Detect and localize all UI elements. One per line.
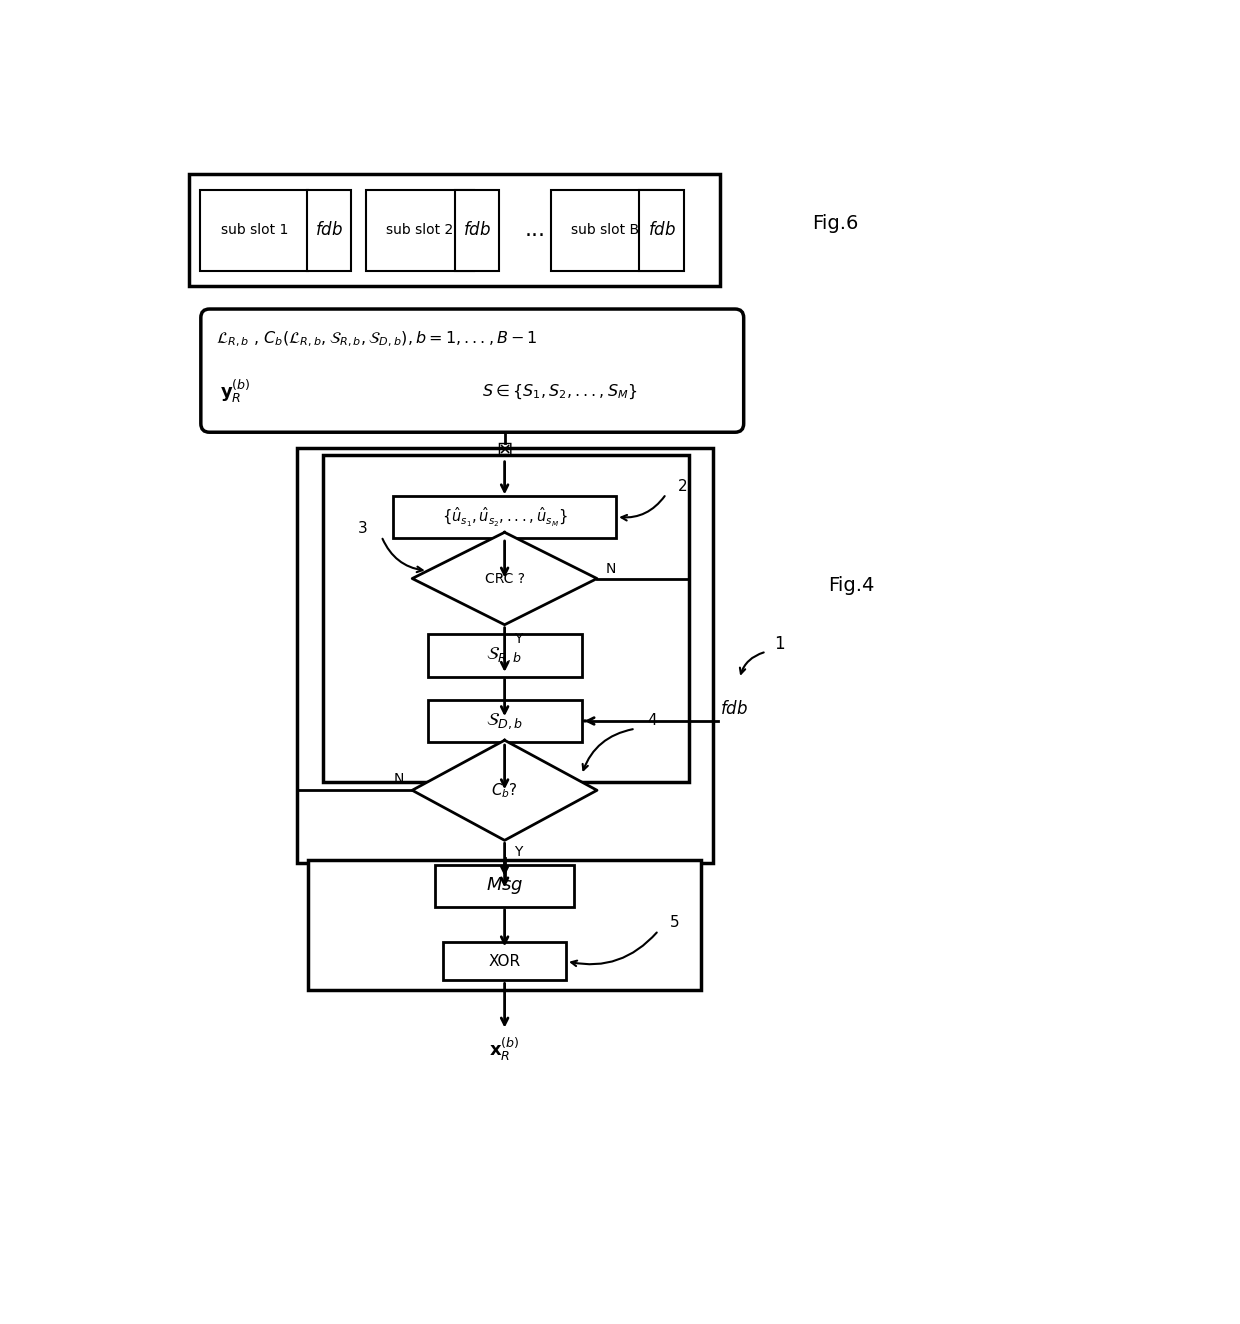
- Bar: [296, 448, 713, 863]
- Text: Fig.4: Fig.4: [828, 576, 874, 594]
- Bar: [309, 859, 701, 990]
- Text: sub slot 2: sub slot 2: [387, 224, 454, 237]
- Text: CRC ?: CRC ?: [485, 572, 525, 585]
- Bar: [393, 495, 616, 538]
- Bar: [640, 191, 684, 271]
- Text: $\mathcal{S}_{R,b}$: $\mathcal{S}_{R,b}$: [486, 646, 523, 666]
- Bar: [201, 191, 309, 271]
- Bar: [324, 455, 689, 782]
- Text: XOR: XOR: [489, 953, 521, 969]
- FancyBboxPatch shape: [201, 308, 744, 432]
- Text: $\boxtimes$: $\boxtimes$: [496, 440, 513, 458]
- Text: 1: 1: [774, 636, 785, 653]
- Bar: [188, 175, 720, 286]
- Text: sub slot 1: sub slot 1: [221, 224, 288, 237]
- Text: N: N: [393, 772, 403, 785]
- Text: N: N: [605, 563, 616, 576]
- Text: $fdb$: $fdb$: [315, 221, 343, 240]
- Bar: [551, 191, 658, 271]
- Text: $S \in \{S_1, S_2, ..., S_M\}$: $S \in \{S_1, S_2, ..., S_M\}$: [481, 383, 637, 401]
- Text: Y: Y: [515, 632, 522, 646]
- Text: $fdb$: $fdb$: [647, 221, 676, 240]
- Text: $\mathcal{S}_{D,b}$: $\mathcal{S}_{D,b}$: [486, 711, 523, 731]
- Bar: [455, 191, 500, 271]
- Text: Y: Y: [515, 845, 522, 859]
- Bar: [435, 865, 574, 907]
- Text: $fdb$: $fdb$: [720, 700, 749, 719]
- Polygon shape: [412, 740, 596, 841]
- Text: 3: 3: [358, 520, 367, 536]
- Text: $Msg$: $Msg$: [486, 875, 523, 896]
- Text: 5: 5: [670, 915, 680, 931]
- Polygon shape: [412, 532, 596, 625]
- Bar: [366, 191, 474, 271]
- Text: $\{\hat{u}_{s_1}, \hat{u}_{s_2}, ..., \hat{u}_{s_M}\}$: $\{\hat{u}_{s_1}, \hat{u}_{s_2}, ..., \h…: [441, 506, 568, 528]
- Text: 2: 2: [678, 479, 687, 494]
- Bar: [443, 941, 567, 981]
- Bar: [306, 191, 351, 271]
- Text: $\mathbf{x}_R^{(b)}$: $\mathbf{x}_R^{(b)}$: [490, 1037, 520, 1063]
- Bar: [428, 634, 582, 677]
- Text: $\mathbf{y}_R^{(b)}$: $\mathbf{y}_R^{(b)}$: [219, 377, 250, 405]
- Text: 4: 4: [647, 714, 657, 728]
- Text: $C_b?$: $C_b?$: [491, 781, 518, 800]
- Text: $\mathcal{L}_{R,b}$ , $C_b(\mathcal{L}_{R,b}, \mathcal{S}_{R,b}, \mathcal{S}_{D,: $\mathcal{L}_{R,b}$ , $C_b(\mathcal{L}_{…: [216, 330, 538, 348]
- Bar: [428, 700, 582, 743]
- Text: Fig.6: Fig.6: [812, 214, 859, 233]
- Text: ...: ...: [525, 221, 546, 241]
- Text: $fdb$: $fdb$: [463, 221, 491, 240]
- Text: sub slot B: sub slot B: [570, 224, 639, 237]
